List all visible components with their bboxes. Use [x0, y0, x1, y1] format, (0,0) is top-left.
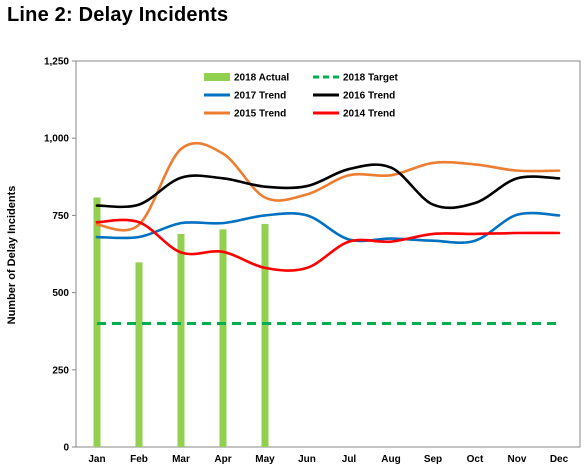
x-tick-label-jul: Jul [342, 454, 357, 465]
plot-area-border [75, 60, 581, 448]
x-tick-label-nov: Nov [508, 454, 527, 465]
legend-label-2018-target: 2018 Target [343, 73, 399, 84]
legend-label-2018-actual: 2018 Actual [234, 73, 289, 84]
x-tick-label-aug: Aug [381, 454, 400, 465]
x-tick-label-dec: Dec [550, 454, 569, 465]
trend-lines [95, 141, 561, 325]
y-tick-label-250: 250 [52, 365, 69, 376]
x-tick-label-jun: Jun [298, 454, 316, 465]
x-tick-label-sep: Sep [424, 454, 442, 465]
x-tick-label-jan: Jan [88, 454, 105, 465]
y-tick-label-1000: 1,000 [44, 134, 69, 145]
bar-2018-actual-apr [219, 229, 227, 447]
bar-2018-actual-mar [177, 233, 185, 447]
legend-label-2014-trend: 2014 Trend [343, 109, 395, 120]
chart-title: Line 2: Delay Incidents [7, 4, 229, 26]
line-2014-trend [95, 218, 561, 272]
x-tick-label-feb: Feb [130, 454, 148, 465]
x-tick-label-apr: Apr [214, 454, 231, 465]
legend-label-2015-trend: 2015 Trend [234, 109, 286, 120]
line-2016-trend [95, 163, 561, 210]
bar-2018-actual-feb [135, 262, 143, 447]
x-tick-label-may: May [255, 454, 275, 465]
y-axis-label: Number of Delay Incidents [6, 186, 18, 325]
legend-item-2017-trend: 2017 Trend [204, 91, 286, 102]
bar-2018-actual-may [261, 224, 269, 447]
legend: 2018 Actual 2018 Target 2017 Trend 2016 Tre… [204, 73, 399, 120]
legend-label-2016-trend: 2016 Trend [343, 91, 395, 102]
line-2017-trend [95, 211, 561, 245]
legend-item-2018-actual: 2018 Actual [204, 73, 289, 84]
x-tick-label-oct: Oct [467, 454, 484, 465]
legend-item-2018-target: 2018 Target [313, 73, 399, 84]
x-axis: Jan Feb Mar Apr May Jun Jul Aug Sep Oct Nov Dec [88, 454, 568, 465]
legend-item-2015-trend: 2015 Trend [204, 109, 286, 120]
legend-item-2016-trend: 2016 Trend [313, 91, 395, 102]
y-tick-label-750: 750 [52, 211, 69, 222]
legend-swatch-2018-actual [204, 73, 230, 81]
y-tick-label-1250: 1,250 [44, 57, 69, 68]
y-tick-label-0: 0 [63, 443, 69, 454]
y-axis: 0 250 500 750 1,000 1,250 [44, 57, 76, 454]
line-2015-trend [95, 141, 561, 232]
legend-label-2017-trend: 2017 Trend [234, 91, 286, 102]
x-tick-label-mar: Mar [172, 454, 190, 465]
y-tick-label-500: 500 [52, 288, 69, 299]
legend-item-2014-trend: 2014 Trend [313, 109, 395, 120]
plot-frame [75, 60, 581, 448]
